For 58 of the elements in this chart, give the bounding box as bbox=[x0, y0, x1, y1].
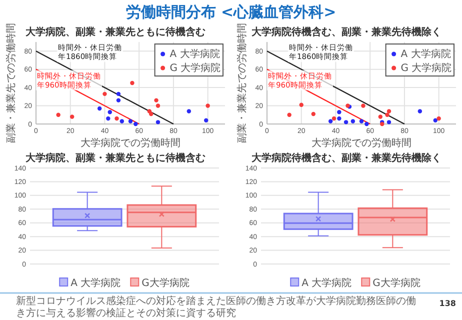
text: 138 bbox=[439, 299, 456, 308]
point bbox=[130, 80, 134, 86]
point bbox=[299, 102, 304, 107]
point bbox=[386, 109, 392, 114]
point bbox=[344, 120, 348, 124]
legend-label: A 大学病院 bbox=[170, 48, 220, 60]
chart-title: 大学病院待機含む、副業・兼業先待機除く bbox=[250, 152, 442, 164]
point bbox=[149, 112, 154, 116]
point bbox=[359, 119, 364, 124]
point bbox=[156, 120, 160, 124]
point bbox=[350, 119, 356, 124]
point bbox=[337, 110, 342, 114]
legend-label: G 大学病院 bbox=[170, 62, 221, 74]
x-axis-title: 大学病院での労働時間 bbox=[80, 137, 180, 149]
x-axis-title: 大学病院での労働時間 bbox=[312, 137, 412, 149]
point bbox=[204, 118, 208, 122]
point bbox=[134, 122, 138, 126]
point bbox=[433, 118, 438, 122]
point bbox=[186, 109, 192, 114]
point bbox=[418, 109, 422, 114]
y-axis-title: 副業・兼業先での労働時間 bbox=[5, 23, 17, 143]
point bbox=[116, 92, 121, 96]
point bbox=[328, 119, 333, 124]
point bbox=[385, 112, 390, 117]
chart-title: 大学病院、副業・兼業先ともに待機含む bbox=[24, 26, 206, 38]
y-axis-title: 副業・兼業先での労働時間 bbox=[236, 23, 248, 143]
point bbox=[102, 92, 107, 96]
point bbox=[114, 116, 119, 121]
point bbox=[128, 119, 133, 124]
point bbox=[436, 116, 441, 121]
legend-label: A 大学病院 bbox=[400, 48, 451, 60]
point bbox=[106, 116, 110, 121]
text: 労働時間分布 <心臓血管外科> bbox=[126, 3, 336, 21]
point bbox=[206, 104, 210, 108]
point bbox=[311, 112, 316, 116]
point bbox=[337, 116, 342, 121]
point bbox=[287, 112, 292, 117]
legend-label: G 大学病院 bbox=[400, 62, 452, 74]
point bbox=[108, 110, 112, 114]
point bbox=[332, 116, 336, 121]
point bbox=[361, 104, 366, 108]
point bbox=[364, 122, 369, 126]
chart-title: 大学病院待機含む、副業・兼業先待機除く bbox=[250, 26, 442, 38]
legend-label: G大学病院 bbox=[142, 277, 190, 289]
legend-label: G大学病院 bbox=[372, 277, 420, 289]
point bbox=[154, 98, 158, 102]
point bbox=[378, 114, 383, 119]
point bbox=[70, 114, 74, 119]
point bbox=[156, 104, 160, 108]
legend-label: A 大学病院 bbox=[70, 277, 121, 289]
point bbox=[116, 98, 121, 102]
point bbox=[120, 119, 124, 124]
point bbox=[97, 106, 102, 111]
point bbox=[386, 120, 392, 124]
text: 新型コロナウイルス感染症への対応を踏まえた医師の働き方改革が大学病院勤務医師の働き方に与える影響の検証とその対策に資する研究 bbox=[16, 295, 416, 319]
point bbox=[56, 112, 60, 117]
legend-label: A 大学病院 bbox=[302, 277, 352, 289]
chart-title: 大学病院、副業・兼業先ともに待機含む bbox=[24, 152, 206, 164]
